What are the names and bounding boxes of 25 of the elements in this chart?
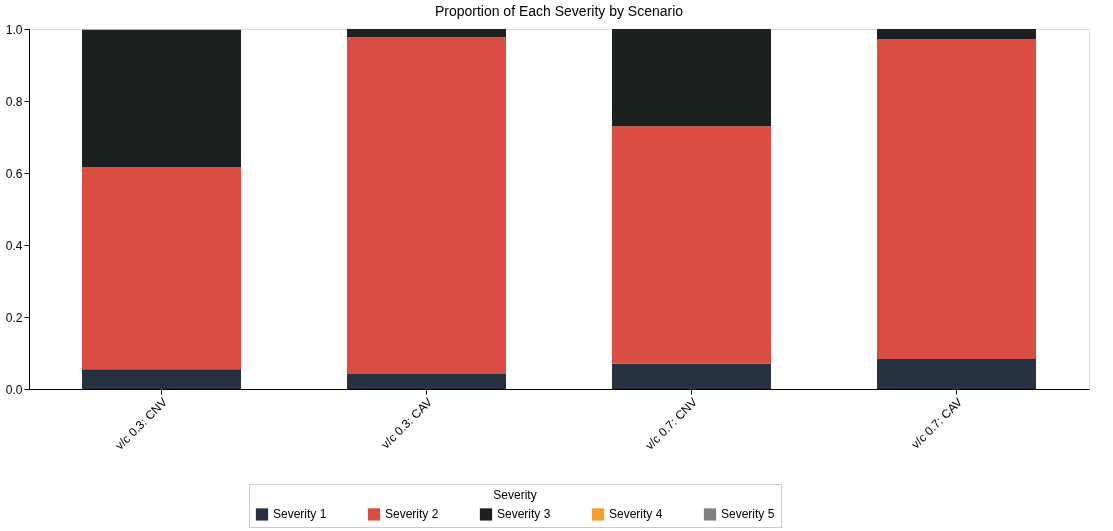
bar <box>612 126 771 364</box>
legend-label: Severity 2 <box>385 507 439 522</box>
y-tick-label: 0.6 <box>5 166 23 181</box>
bar <box>347 37 506 374</box>
y-tick-label: 0.4 <box>5 238 23 253</box>
bar <box>877 39 1036 360</box>
chart-title: Proportion of Each Severity by Scenario <box>434 3 684 19</box>
y-tick-label: 0.8 <box>5 94 23 109</box>
bar <box>82 30 241 167</box>
legend-label: Severity 5 <box>721 507 775 522</box>
bar <box>347 373 506 389</box>
bar <box>347 29 506 38</box>
bar <box>82 166 241 370</box>
bar <box>612 363 771 389</box>
legend-title: Severity <box>493 488 537 502</box>
legend-label: Severity 1 <box>273 507 327 522</box>
y-tick-label: 1.0 <box>5 22 23 37</box>
legend-label: Severity 4 <box>609 507 663 522</box>
bar <box>82 369 241 389</box>
y-tick-label: 0.0 <box>5 382 23 397</box>
bar <box>877 29 1036 40</box>
legend-label: Severity 3 <box>497 507 551 522</box>
bar <box>612 29 771 127</box>
bar <box>877 359 1036 389</box>
y-tick-label: 0.2 <box>5 310 23 325</box>
